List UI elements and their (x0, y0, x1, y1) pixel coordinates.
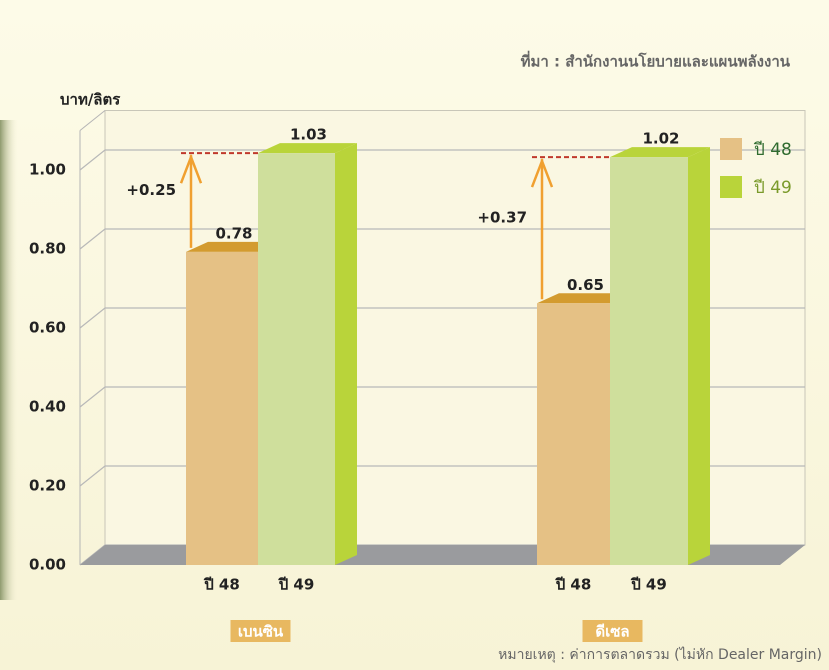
bar-side (688, 147, 710, 565)
legend-label: ปี 49 (753, 178, 792, 198)
y-tick-label: 0.00 (29, 556, 66, 574)
legend-label: ปี 48 (753, 140, 792, 160)
value-label: 0.65 (567, 276, 604, 294)
bar-face (537, 303, 610, 565)
y-tick-label: 0.60 (29, 319, 66, 337)
bar-top (537, 293, 632, 304)
value-label: 1.03 (290, 126, 327, 144)
edge-shade (0, 120, 18, 600)
difference-label: +0.25 (126, 181, 176, 199)
category-box (582, 620, 643, 642)
y-axis-title: บาท/ลิตร (60, 91, 121, 109)
legend-swatch (720, 138, 742, 160)
y-tick-label: 1.00 (29, 161, 66, 179)
bar (258, 143, 357, 565)
bar-side (335, 143, 357, 565)
x-tick-label: ปี 49 (278, 576, 315, 594)
bar-face (186, 251, 258, 565)
bar-top (610, 147, 710, 158)
bar-face (258, 153, 335, 565)
x-tick-label: ปี 48 (203, 576, 240, 594)
value-label: 1.02 (642, 130, 679, 148)
x-tick-label: ปี 48 (555, 576, 592, 594)
source: ที่มา : สำนักงานนโยบายและแผนพลังงาน (521, 51, 791, 71)
category-label: เบนซิน (238, 623, 284, 641)
legend-swatch (720, 176, 742, 198)
bar-top (186, 241, 280, 252)
arrow-head (530, 157, 554, 188)
difference-label: +0.37 (477, 209, 527, 227)
y-tick-label: 0.80 (29, 240, 66, 258)
y-tick-label: 0.20 (29, 477, 66, 495)
bar-top (258, 143, 357, 154)
y-tick-label: 0.40 (29, 398, 66, 416)
arrow-head (179, 153, 203, 184)
category-box (230, 620, 291, 642)
side-wall-top (79, 110, 106, 131)
grid-line (79, 228, 805, 250)
value-label: 0.78 (215, 224, 252, 242)
category-label: ดีเซล (595, 623, 629, 641)
bar (610, 147, 710, 565)
x-tick-label: ปี 49 (630, 576, 667, 594)
bar-face (610, 157, 688, 565)
grid-line (79, 149, 805, 171)
note: หมายเหตุ : ค่าการตลาดรวม (ไม่หัก Dealer … (498, 646, 822, 663)
